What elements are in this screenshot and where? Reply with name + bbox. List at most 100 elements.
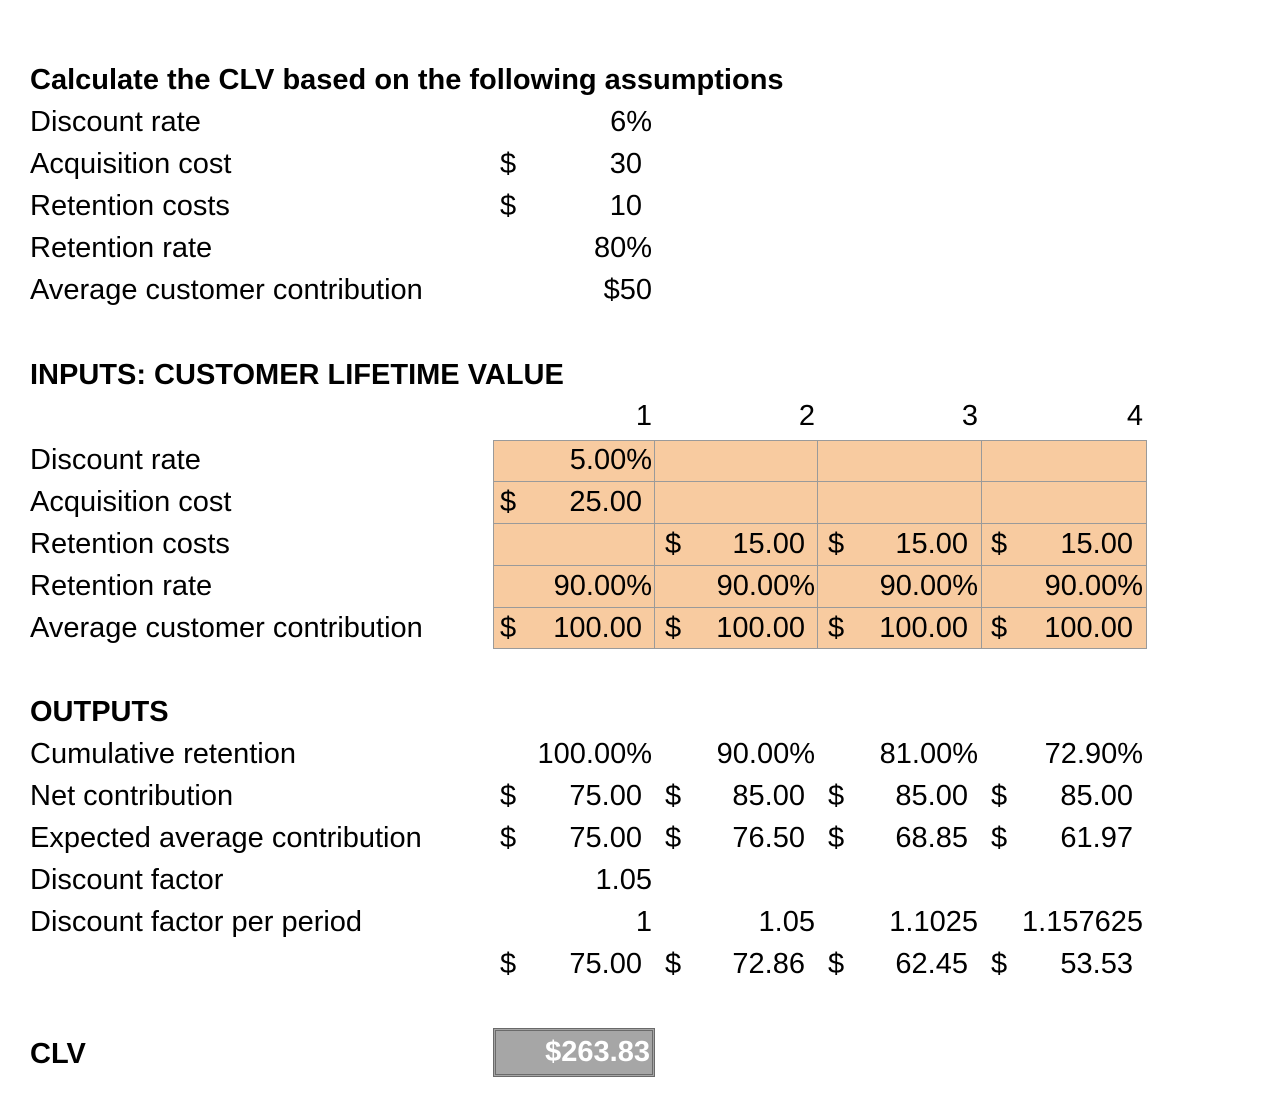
- assumption-label: Retention costs: [30, 190, 230, 222]
- output-label: Discount factor per period: [30, 906, 363, 938]
- output-label: Discount factor: [30, 864, 224, 896]
- currency-symbol: $: [665, 948, 682, 980]
- currency-symbol: $: [665, 780, 682, 812]
- input-cell[interactable]: [493, 523, 655, 566]
- currency-symbol: $: [500, 948, 517, 980]
- clv-label: CLV: [30, 1038, 86, 1070]
- output-label: Expected average contribution: [30, 822, 422, 854]
- input-cell[interactable]: [493, 440, 655, 482]
- currency-symbol: $: [828, 612, 845, 644]
- currency-symbol: $: [828, 822, 845, 854]
- input-cell[interactable]: [493, 565, 655, 608]
- input-cell[interactable]: [817, 481, 982, 524]
- input-label: Retention rate: [30, 570, 213, 602]
- output-value: 1.05: [758, 906, 815, 938]
- input-value: 15.00: [895, 528, 968, 560]
- input-cell[interactable]: [817, 440, 982, 482]
- output-value: 61.97: [1060, 822, 1133, 854]
- output-value: 72.90%: [1044, 738, 1143, 770]
- assumption-label: Retention rate: [30, 232, 213, 264]
- output-value: 81.00%: [879, 738, 978, 770]
- currency-symbol: $: [500, 486, 517, 518]
- output-value: 100.00%: [537, 738, 653, 770]
- assumption-label: Average customer contribution: [30, 274, 423, 306]
- input-value: 90.00%: [879, 570, 978, 602]
- output-value: 53.53: [1060, 948, 1133, 980]
- input-label: Average customer contribution: [30, 612, 423, 644]
- output-value: 90.00%: [716, 738, 815, 770]
- input-value: 90.00%: [1044, 570, 1143, 602]
- input-cell[interactable]: [493, 607, 655, 649]
- input-value: 100.00: [716, 612, 805, 644]
- output-value: 76.50: [732, 822, 805, 854]
- input-cell[interactable]: [981, 481, 1147, 524]
- output-value: 85.00: [732, 780, 805, 812]
- output-value: 1.05: [595, 864, 652, 896]
- currency-symbol: $: [665, 528, 682, 560]
- currency-symbol: $: [665, 612, 682, 644]
- input-cell[interactable]: [817, 607, 982, 649]
- assumption-value: $50: [603, 274, 652, 306]
- currency-symbol: $: [828, 948, 845, 980]
- currency-symbol: $: [828, 780, 845, 812]
- period-header: 3: [961, 400, 978, 432]
- input-value: 5.00%: [569, 444, 652, 476]
- currency-symbol: $: [991, 948, 1008, 980]
- input-cell[interactable]: [981, 565, 1147, 608]
- currency-symbol: $: [500, 780, 517, 812]
- currency-symbol: $: [828, 528, 845, 560]
- assumption-label: Discount rate: [30, 106, 201, 138]
- input-cell[interactable]: [654, 565, 818, 608]
- currency-symbol: $: [500, 148, 517, 180]
- input-cell[interactable]: [981, 607, 1147, 649]
- currency-symbol: $: [991, 780, 1008, 812]
- currency-symbol: $: [665, 822, 682, 854]
- clv-value: $263.83: [545, 1036, 650, 1068]
- assumptions-title: Calculate the CLV based on the following…: [30, 64, 784, 96]
- output-value: 68.85: [895, 822, 968, 854]
- period-header: 2: [798, 400, 815, 432]
- outputs-title: OUTPUTS: [30, 696, 169, 728]
- output-value: 72.86: [732, 948, 805, 980]
- output-value: 75.00: [569, 948, 642, 980]
- output-label: Cumulative retention: [30, 738, 296, 770]
- input-cell[interactable]: [817, 565, 982, 608]
- input-value: 90.00%: [716, 570, 815, 602]
- currency-symbol: $: [500, 612, 517, 644]
- currency-symbol: $: [500, 190, 517, 222]
- currency-symbol: $: [500, 822, 517, 854]
- currency-symbol: $: [991, 528, 1008, 560]
- period-header: 1: [635, 400, 652, 432]
- output-value: 75.00: [569, 780, 642, 812]
- clv-result-cell[interactable]: [493, 1028, 655, 1077]
- input-value: 25.00: [569, 486, 642, 518]
- input-value: 15.00: [732, 528, 805, 560]
- period-header: 4: [1126, 400, 1143, 432]
- output-value: 1.1025: [889, 906, 978, 938]
- output-value: 75.00: [569, 822, 642, 854]
- input-label: Acquisition cost: [30, 486, 232, 518]
- inputs-title: INPUTS: CUSTOMER LIFETIME VALUE: [30, 359, 564, 391]
- assumption-value: 80%: [593, 232, 652, 264]
- assumption-value: 6%: [610, 106, 652, 138]
- input-value: 15.00: [1060, 528, 1133, 560]
- output-value: 1: [635, 906, 652, 938]
- currency-symbol: $: [991, 612, 1008, 644]
- currency-symbol: $: [991, 822, 1008, 854]
- input-cell[interactable]: [654, 481, 818, 524]
- assumption-value: 30: [609, 148, 642, 180]
- assumption-value: 10: [609, 190, 642, 222]
- output-value: 62.45: [895, 948, 968, 980]
- input-value: 100.00: [1044, 612, 1133, 644]
- input-value: 100.00: [553, 612, 642, 644]
- input-cell[interactable]: [981, 440, 1147, 482]
- output-label: Net contribution: [30, 780, 234, 812]
- input-value: 100.00: [879, 612, 968, 644]
- input-cell[interactable]: [654, 440, 818, 482]
- output-value: 85.00: [1060, 780, 1133, 812]
- input-cell[interactable]: [817, 523, 982, 566]
- input-label: Discount rate: [30, 444, 201, 476]
- output-value: 85.00: [895, 780, 968, 812]
- output-value: 1.157625: [1022, 906, 1143, 938]
- input-cell[interactable]: [493, 481, 655, 524]
